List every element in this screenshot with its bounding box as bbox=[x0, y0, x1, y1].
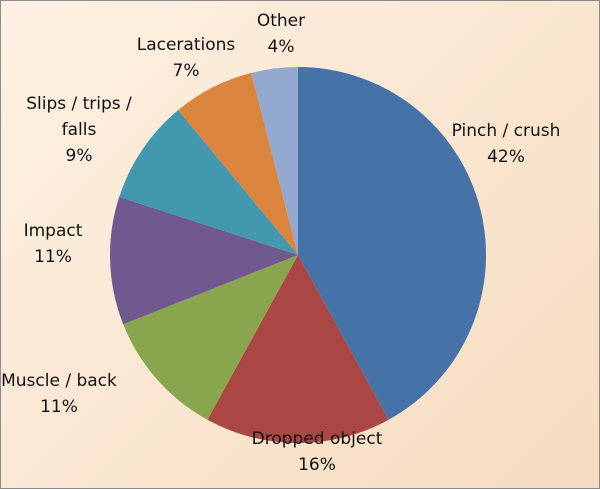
category-label: Muscle / back bbox=[1, 371, 117, 391]
value-label: 16% bbox=[298, 455, 336, 475]
slice-label: Impact 11% bbox=[1, 218, 108, 270]
value-label: 4% bbox=[267, 37, 295, 57]
category-label: Other bbox=[256, 11, 306, 31]
category-label: Lacerations bbox=[136, 35, 236, 55]
pie-slice bbox=[298, 67, 486, 420]
value-label: 11% bbox=[40, 397, 78, 417]
category-label: Pinch / crush bbox=[451, 121, 561, 141]
category-label: Slips / trips / falls bbox=[26, 94, 132, 140]
slice-label: Dropped object 16% bbox=[232, 426, 402, 478]
category-label: Impact bbox=[23, 221, 83, 241]
category-label: Dropped object bbox=[251, 429, 383, 449]
pie-slice bbox=[207, 255, 389, 443]
value-label: 42% bbox=[487, 147, 525, 167]
value-label: 7% bbox=[172, 61, 200, 81]
pie-slice bbox=[123, 255, 298, 420]
value-label: 9% bbox=[65, 146, 93, 166]
pie-slice bbox=[251, 67, 298, 255]
slice-label: Lacerations 7% bbox=[121, 32, 251, 84]
pie-slice bbox=[109, 196, 298, 325]
slice-label: Muscle / back 11% bbox=[1, 368, 134, 420]
pie-slice bbox=[178, 72, 298, 255]
slice-label: Pinch / crush 42% bbox=[451, 118, 561, 170]
value-label: 11% bbox=[34, 247, 72, 267]
slice-label: Slips / trips / falls 9% bbox=[24, 91, 134, 169]
slice-label: Other 4% bbox=[226, 8, 336, 60]
pie-slice bbox=[119, 110, 298, 255]
